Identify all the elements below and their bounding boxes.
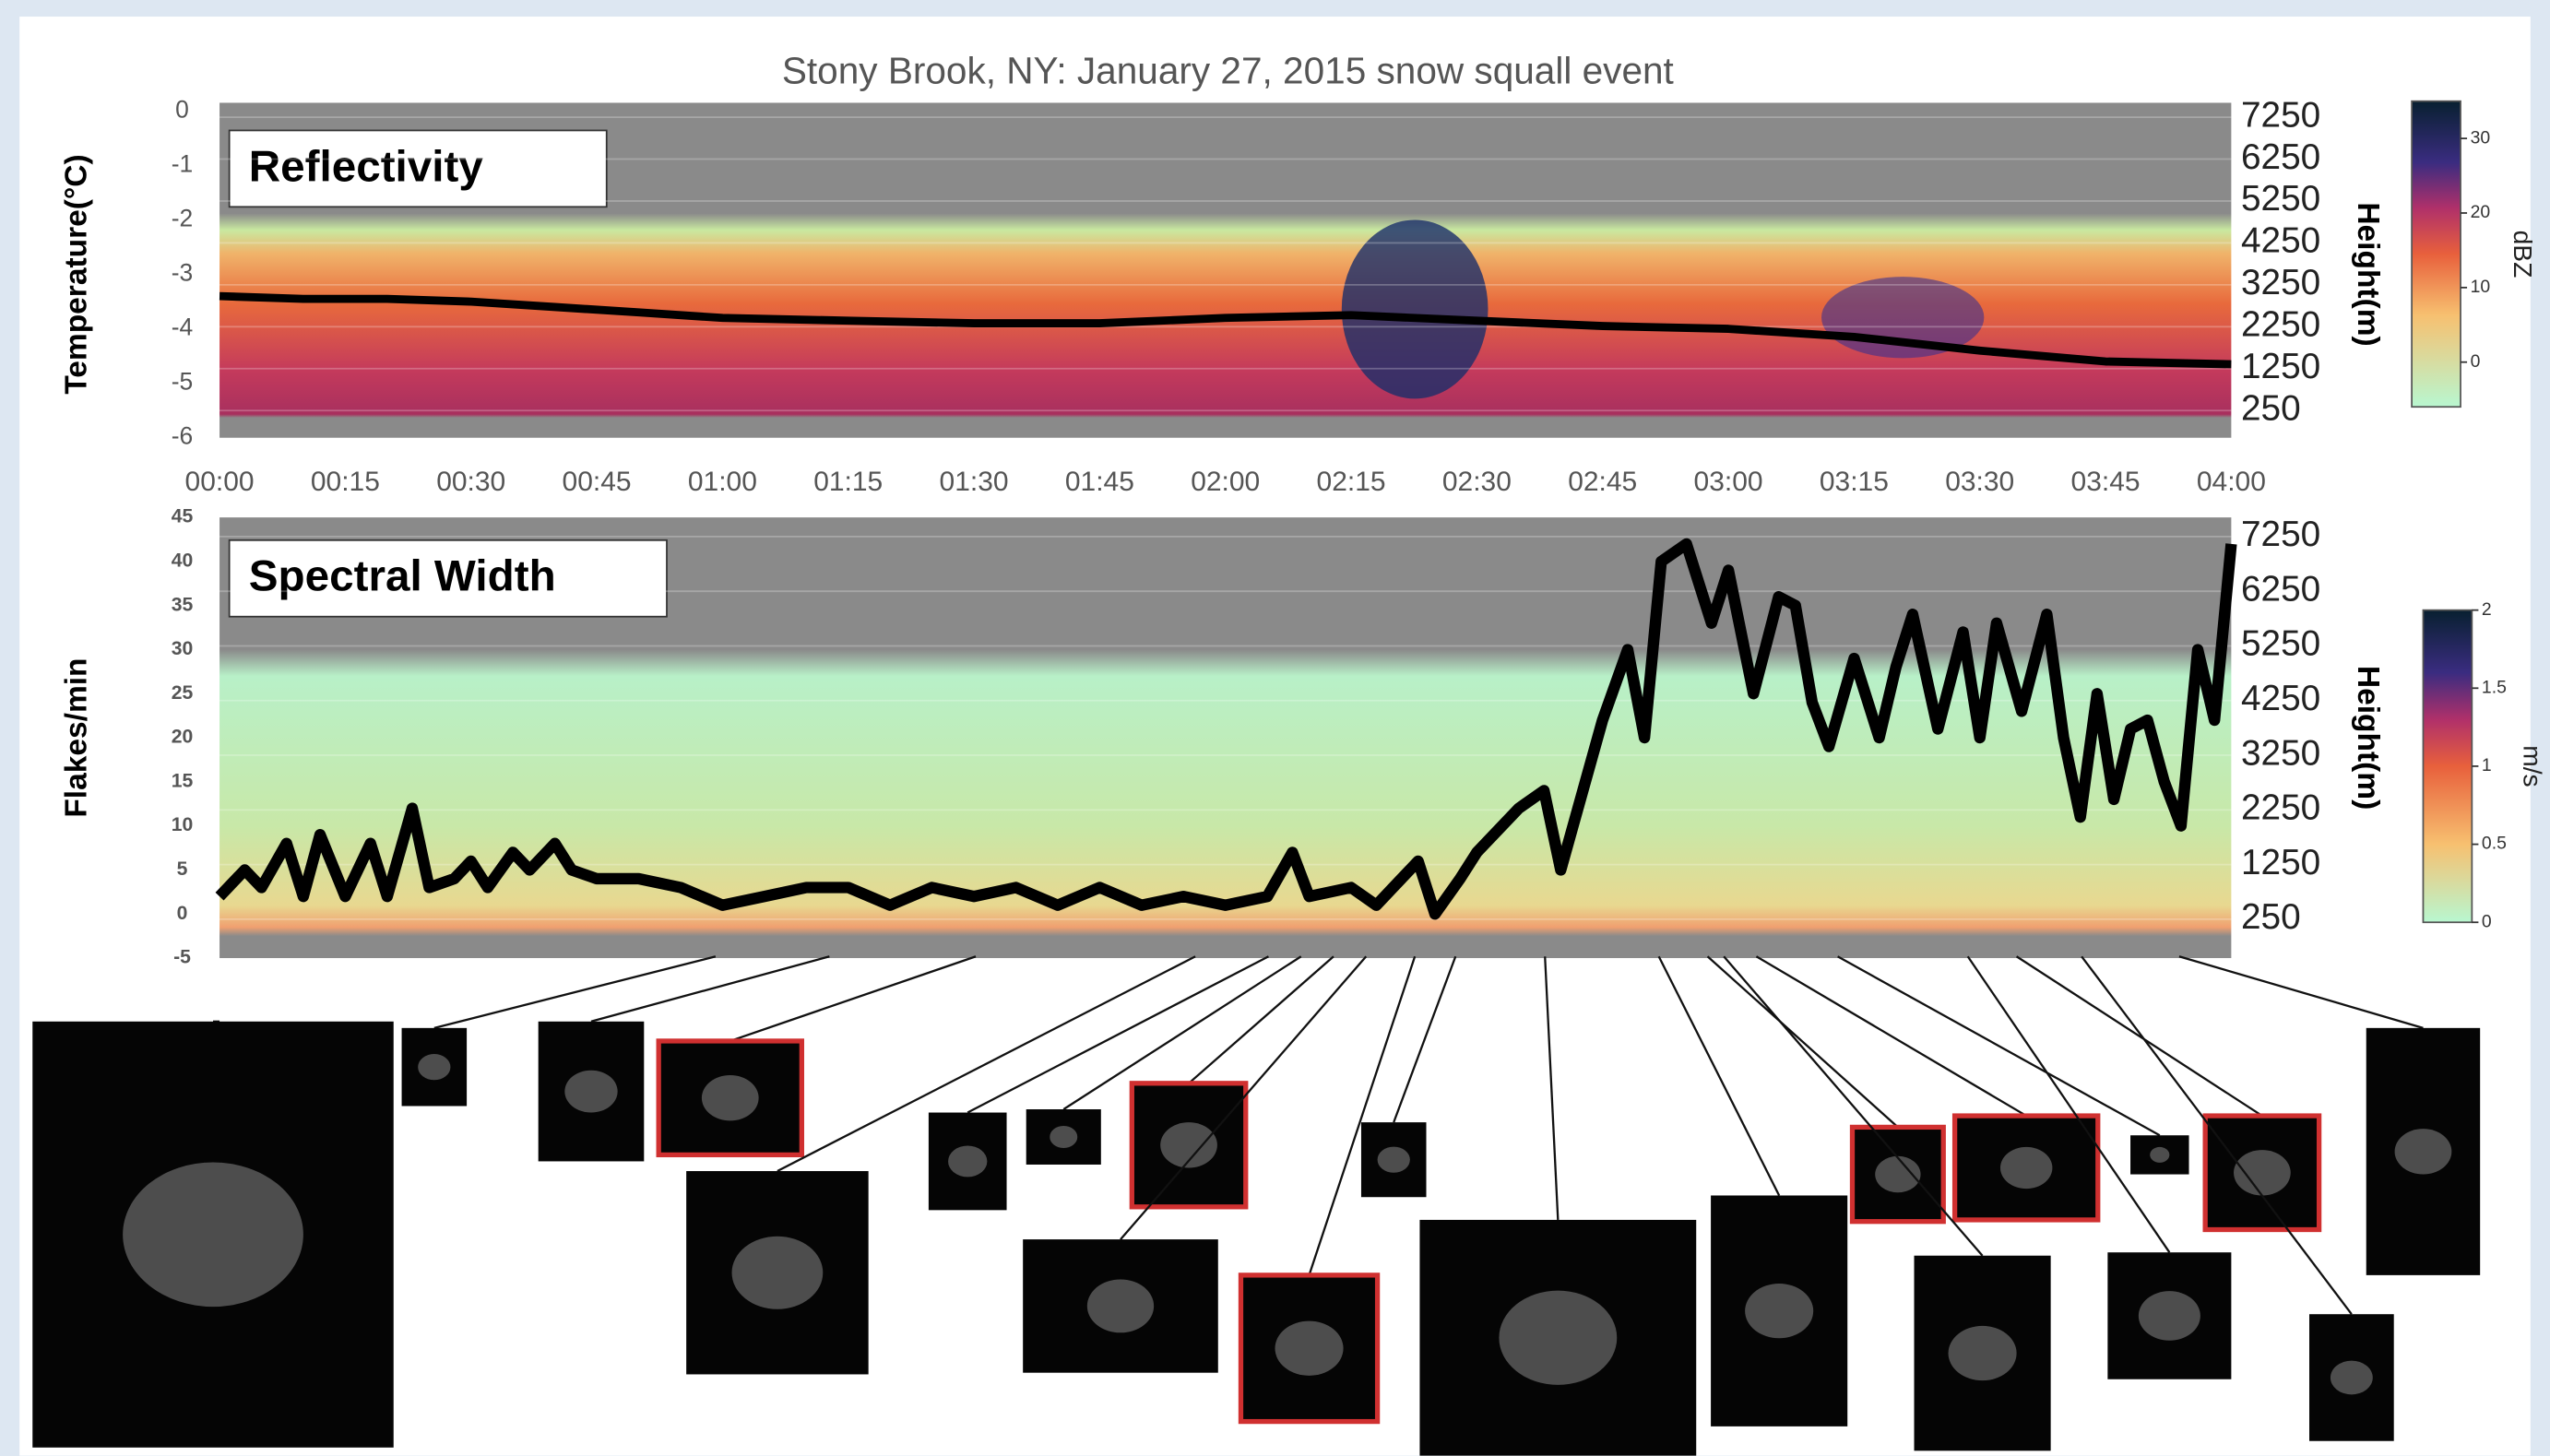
colorbar-tick-label: 0.5 [2482,834,2507,854]
x-tick-label: 03:45 [2071,467,2141,497]
snowflake [418,1054,450,1080]
x-tick-label: 04:00 [2197,467,2266,497]
snowflake [1275,1321,1344,1376]
snowflake [123,1163,303,1308]
y-tick-label: -1 [172,149,194,177]
y-tick-label: 25 [172,682,194,704]
snowflake [1875,1156,1920,1193]
colorbar-label: m/s [2518,745,2547,787]
snowflake [702,1075,759,1120]
y2-tick-label: 6250 [2241,569,2320,609]
snowflake [1378,1147,1410,1173]
y2-tick-label: 1250 [2241,347,2320,386]
snowflake [1087,1279,1154,1332]
y2-tick-label: 4250 [2241,679,2320,718]
snowflake [732,1237,824,1309]
snowflake [1745,1284,1813,1338]
y2-tick-label: 250 [2241,388,2301,428]
colorbar-tick-label: 0 [2482,911,2492,931]
y-tick-label: 10 [172,814,194,835]
colorbar-tick-label: 20 [2471,202,2491,222]
y-tick-label: 35 [172,594,194,615]
snowflake [948,1146,987,1178]
colorbar-tick-label: 10 [2471,277,2491,297]
annotation: Reflectivity [249,142,484,191]
y2-tick-label: 6250 [2241,137,2320,177]
colorbar-tick-label: 0 [2471,351,2481,372]
snowflake [1949,1326,2017,1380]
snowflake [1499,1291,1617,1385]
colorbar-tick-label: 1.5 [2482,677,2507,697]
y-tick-label: 30 [172,638,194,659]
x-tick-label: 03:00 [1694,467,1763,497]
y-tick-label: -5 [173,947,191,968]
x-tick-label: 02:00 [1191,467,1260,497]
y-tick-label: 20 [172,727,194,748]
snowflake [2234,1150,2291,1195]
x-tick-label: 01:15 [813,467,883,497]
reflectivity-core [1342,219,1488,398]
y-tick-label: 5 [177,858,188,880]
colorbar-tick-label: 30 [2471,127,2491,148]
y2-tick-label: 3250 [2241,263,2320,302]
y-tick-label: 0 [177,903,188,924]
y2-tick-label: 7250 [2241,515,2320,554]
chart-title: Stony Brook, NY: January 27, 2015 snow s… [782,49,1674,91]
y-axis-label: Temperature(°C) [59,154,93,394]
colorbar-tick-label: 2 [2482,599,2492,620]
x-tick-label: 01:30 [940,467,1009,497]
x-tick-label: 02:30 [1442,467,1512,497]
snowflake [2331,1361,2373,1395]
y2-axis-label: Height(m) [2351,666,2385,810]
y-tick-label: 0 [175,95,189,123]
y-tick-label: -4 [172,314,194,341]
y2-tick-label: 3250 [2241,733,2320,773]
x-tick-label: 01:45 [1065,467,1134,497]
y2-tick-label: 2250 [2241,788,2320,828]
page: {"chart_data": [ {"type": "line", "title… [0,0,2550,1456]
y2-tick-label: 7250 [2241,95,2320,135]
y2-axis-label: Height(m) [2351,202,2385,346]
x-tick-label: 02:45 [1568,467,1637,497]
x-tick-label: 00:00 [185,467,255,497]
snowflake [2150,1147,2169,1163]
colorbar-tick-label: 1 [2482,755,2492,775]
y2-tick-label: 4250 [2241,221,2320,261]
y-axis-label: Flakes/min [59,657,93,817]
y2-tick-label: 2250 [2241,305,2320,345]
y2-tick-label: 250 [2241,897,2301,937]
snowflake [2000,1147,2052,1189]
x-tick-label: 03:30 [1945,467,2014,497]
y2-tick-label: 5250 [2241,179,2320,219]
snowflake [2139,1291,2200,1341]
y2-tick-label: 1250 [2241,843,2320,882]
figure: Stony Brook, NY: January 27, 2015 snow s… [0,0,2550,1456]
y-tick-label: 40 [172,550,194,572]
y2-tick-label: 5250 [2241,624,2320,664]
x-tick-label: 02:15 [1317,467,1386,497]
x-tick-label: 00:45 [563,467,632,497]
y-tick-label: -6 [172,422,194,450]
x-tick-label: 00:15 [311,467,380,497]
colorbar-label: dBZ [2508,231,2538,278]
x-tick-label: 01:00 [688,467,757,497]
colorbar [2412,101,2461,408]
y-tick-label: -2 [172,204,194,231]
y-tick-label: 15 [172,770,194,791]
annotation: Spectral Width [249,552,556,601]
snowflake [564,1071,617,1113]
y-tick-label: -5 [172,368,194,396]
snowflake [1050,1126,1077,1148]
x-tick-label: 03:15 [1820,467,1889,497]
x-tick-label: 00:30 [436,467,505,497]
y-tick-label: -3 [172,258,194,286]
colorbar [2423,610,2472,923]
snowflake [2395,1129,2452,1174]
y-tick-label: 45 [172,506,194,527]
